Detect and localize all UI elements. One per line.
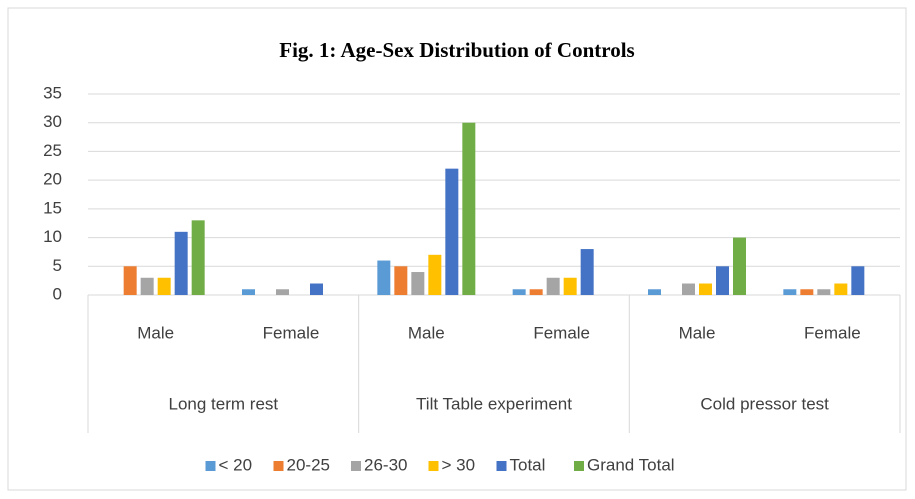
bar <box>648 289 661 295</box>
legend-label: > 30 <box>442 455 476 474</box>
x-tick-label: Female <box>804 323 861 342</box>
group-label: Tilt Table experiment <box>416 394 572 413</box>
bar <box>716 266 729 295</box>
bar <box>394 266 408 295</box>
y-tick-label: 20 <box>43 170 62 189</box>
bar <box>580 249 594 295</box>
legend-swatch <box>496 461 507 471</box>
bar <box>310 283 323 295</box>
bar <box>377 260 391 295</box>
y-tick-label: 10 <box>43 227 62 246</box>
bar <box>445 168 459 295</box>
bar <box>699 283 712 295</box>
y-tick-label: 5 <box>53 256 62 275</box>
bar <box>242 289 255 295</box>
bar <box>800 289 814 295</box>
y-tick-label: 0 <box>53 284 62 303</box>
legend-label: 26-30 <box>364 455 407 474</box>
legend-label: Grand Total <box>587 455 675 474</box>
y-tick-label: 25 <box>43 141 62 160</box>
bar <box>512 289 526 295</box>
bar <box>733 237 746 295</box>
legend-swatch <box>351 461 361 471</box>
bar <box>682 283 695 295</box>
legend-swatch <box>574 461 584 471</box>
bar <box>140 277 154 295</box>
bar <box>123 266 137 295</box>
legend-swatch <box>273 461 284 471</box>
bar <box>411 272 425 295</box>
bar <box>428 254 442 295</box>
x-tick-label: Male <box>679 323 716 342</box>
bar <box>546 277 560 295</box>
bar <box>783 289 797 295</box>
legend-swatch <box>205 461 216 471</box>
x-tick-label: Female <box>263 323 320 342</box>
bar <box>851 266 865 295</box>
y-tick-label: 30 <box>43 112 62 131</box>
legend-label: 20-25 <box>287 455 330 474</box>
bar <box>529 289 543 295</box>
bar <box>563 277 577 295</box>
y-tick-label: 15 <box>43 198 62 217</box>
bar <box>834 283 848 295</box>
group-label: Cold pressor test <box>700 394 829 413</box>
x-tick-label: Male <box>137 323 174 342</box>
legend-label: Total <box>510 455 546 474</box>
x-tick-label: Male <box>408 323 445 342</box>
legend-swatch <box>428 461 439 471</box>
bar <box>817 289 831 295</box>
x-tick-label: Female <box>533 323 590 342</box>
group-label: Long term rest <box>169 394 279 413</box>
bar <box>157 277 171 295</box>
chart-title: Fig. 1: Age-Sex Distribution of Controls <box>279 38 634 62</box>
legend-label: < 20 <box>219 455 253 474</box>
bar <box>276 289 289 295</box>
bar <box>174 231 188 295</box>
y-tick-label: 35 <box>43 83 62 102</box>
bar <box>462 122 476 295</box>
bar <box>191 220 205 295</box>
